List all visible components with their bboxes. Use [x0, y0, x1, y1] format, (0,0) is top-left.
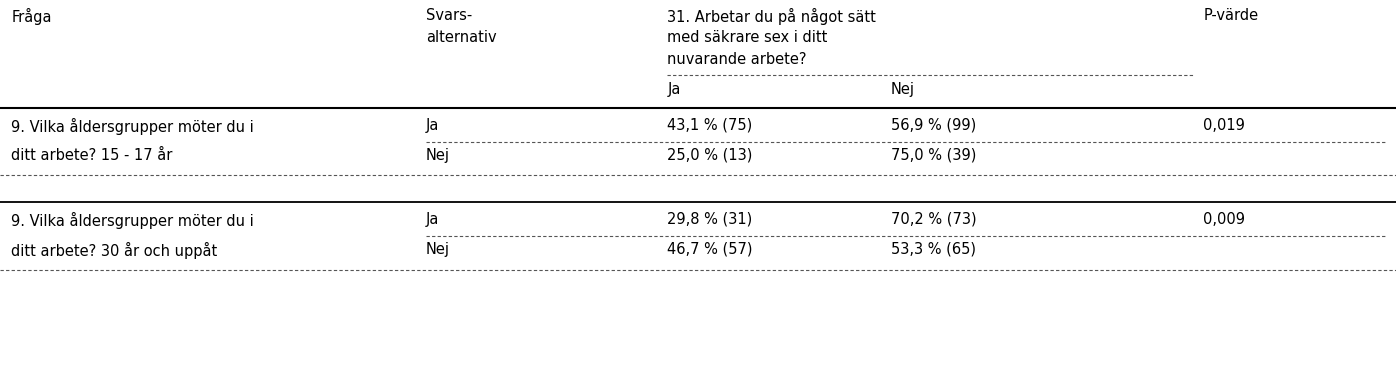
- Text: 56,9 % (99): 56,9 % (99): [891, 118, 976, 133]
- Text: ditt arbete? 15 - 17 år: ditt arbete? 15 - 17 år: [11, 148, 173, 163]
- Text: Fråga: Fråga: [11, 8, 52, 25]
- Text: ditt arbete? 30 år och uppåt: ditt arbete? 30 år och uppåt: [11, 242, 218, 259]
- Text: Nej: Nej: [426, 242, 450, 257]
- Text: 46,7 % (57): 46,7 % (57): [667, 242, 752, 257]
- Text: alternativ: alternativ: [426, 30, 497, 45]
- Text: P-värde: P-värde: [1203, 8, 1258, 23]
- Text: Svars-: Svars-: [426, 8, 472, 23]
- Text: Ja: Ja: [667, 82, 681, 97]
- Text: 53,3 % (65): 53,3 % (65): [891, 242, 976, 257]
- Text: 25,0 % (13): 25,0 % (13): [667, 148, 752, 163]
- Text: 31. Arbetar du på något sätt: 31. Arbetar du på något sätt: [667, 8, 877, 25]
- Text: 70,2 % (73): 70,2 % (73): [891, 212, 976, 227]
- Text: Ja: Ja: [426, 118, 440, 133]
- Text: 43,1 % (75): 43,1 % (75): [667, 118, 752, 133]
- Text: nuvarande arbete?: nuvarande arbete?: [667, 52, 807, 67]
- Text: Nej: Nej: [891, 82, 914, 97]
- Text: Nej: Nej: [426, 148, 450, 163]
- Text: 0,019: 0,019: [1203, 118, 1245, 133]
- Text: 29,8 % (31): 29,8 % (31): [667, 212, 752, 227]
- Text: 75,0 % (39): 75,0 % (39): [891, 148, 976, 163]
- Text: 9. Vilka åldersgrupper möter du i: 9. Vilka åldersgrupper möter du i: [11, 212, 254, 229]
- Text: med säkrare sex i ditt: med säkrare sex i ditt: [667, 30, 828, 45]
- Text: 0,009: 0,009: [1203, 212, 1245, 227]
- Text: 9. Vilka åldersgrupper möter du i: 9. Vilka åldersgrupper möter du i: [11, 118, 254, 135]
- Text: Ja: Ja: [426, 212, 440, 227]
